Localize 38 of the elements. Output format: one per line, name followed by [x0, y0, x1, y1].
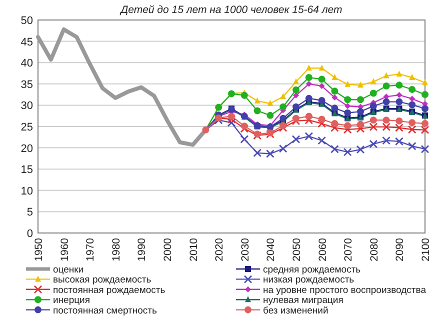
y-tick-label: 20	[20, 142, 33, 155]
legend-label: постоянная смертность	[53, 305, 158, 316]
legend-label: без изменений	[263, 305, 328, 316]
x-tick-label: 1950	[33, 238, 45, 262]
legend-label: оценки	[53, 264, 84, 276]
x-tick-label: 2100	[420, 238, 432, 262]
x-tick-label: 2020	[214, 238, 226, 262]
y-tick-label: 25	[20, 122, 33, 134]
y-tick-label: 5	[26, 206, 33, 219]
x-tick-label: 2030	[239, 238, 252, 262]
y-tick-label: 45	[20, 36, 33, 48]
y-tick-label: 40	[20, 58, 33, 70]
y-tick-label: 0	[26, 228, 33, 240]
x-tick-label: 2060	[316, 238, 329, 262]
legend-label: средняя рождаемость	[263, 264, 361, 276]
legend-label: нулевая миграция	[263, 295, 344, 306]
legend-label: постоянная рождаемость	[53, 284, 166, 296]
y-tick-label: 50	[20, 15, 33, 27]
legend-label: высокая рождаемость	[53, 274, 152, 286]
x-tick-label: 1980	[110, 238, 122, 262]
y-tick-label: 10	[20, 185, 33, 198]
legend-label: низкая рождаемость	[263, 274, 354, 286]
chart-title: Детей до 15 лет на 1000 человек 15-64 лет	[120, 4, 343, 16]
x-tick-label: 2050	[291, 238, 303, 262]
y-tick-label: 30	[20, 100, 33, 112]
y-tick-label: 35	[20, 78, 33, 91]
x-tick-label: 2010	[188, 238, 200, 262]
x-tick-label: 1990	[136, 238, 148, 262]
legend-label: на уровне простого воспроизводства	[263, 284, 427, 296]
legend-label: инерция	[53, 295, 90, 306]
x-tick-label: 2090	[394, 238, 406, 262]
x-tick-label: 2040	[265, 238, 278, 262]
x-tick-label: 2080	[368, 238, 380, 262]
x-tick-label: 2000	[162, 238, 174, 262]
x-tick-label: 1970	[84, 238, 97, 262]
y-tick-label: 15	[20, 164, 33, 176]
x-tick-label: 1960	[58, 238, 71, 262]
x-tick-label: 2070	[342, 238, 355, 262]
